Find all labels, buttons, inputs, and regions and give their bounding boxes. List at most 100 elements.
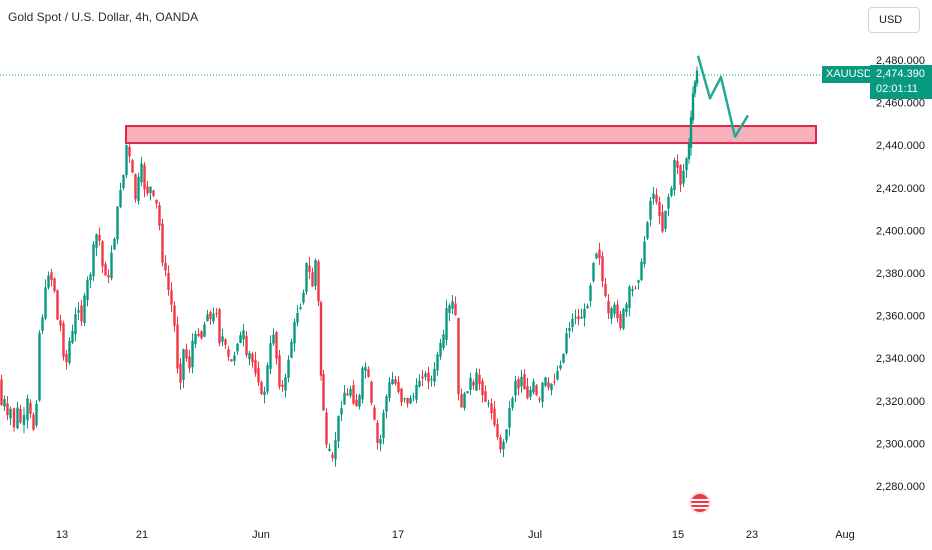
price-axis[interactable]: 2,280.000 2,300.000 2,320.000 2,340.000 2,36… — [876, 55, 925, 493]
price-tick-label: 2,460.000 — [876, 98, 925, 110]
candle-body — [445, 308, 448, 341]
candle-body — [355, 399, 358, 407]
candle-body — [224, 339, 227, 345]
candle-body — [687, 143, 691, 160]
candle-body — [529, 389, 532, 397]
candle-body — [595, 253, 598, 259]
candle-body — [487, 402, 490, 404]
candle-body — [436, 354, 439, 371]
candle-body — [532, 381, 535, 393]
candle-body — [649, 200, 652, 220]
bar-countdown: 02:01:11 — [876, 83, 919, 95]
candle-body — [239, 335, 242, 343]
candle-body — [200, 331, 203, 339]
candle-body — [646, 222, 649, 239]
candle-body — [637, 280, 640, 283]
candle-body — [475, 372, 478, 391]
candle-body — [296, 312, 299, 323]
candle-body — [311, 272, 314, 287]
candle-body — [149, 186, 152, 193]
candle-body — [322, 374, 325, 411]
candle-body — [319, 302, 323, 376]
candle-body — [397, 381, 400, 392]
candle-body — [670, 188, 673, 196]
candle-body — [388, 382, 391, 399]
price-tick-label: 2,440.000 — [876, 140, 925, 152]
candle-body — [634, 287, 637, 289]
candle-body — [164, 262, 167, 271]
currency-button[interactable]: USD — [868, 7, 920, 33]
candle-body — [278, 355, 281, 387]
candle-body — [47, 275, 50, 288]
candle-body — [343, 392, 346, 405]
candle-body — [173, 305, 176, 326]
candle-body — [574, 317, 577, 319]
candle-body — [287, 359, 290, 378]
candle-body — [442, 334, 445, 349]
candle-body — [92, 244, 95, 277]
candle-body — [161, 223, 164, 263]
candle-body — [29, 402, 32, 414]
candle-body — [607, 300, 610, 314]
candle-body — [643, 241, 646, 264]
candle-body — [535, 385, 538, 395]
candle-body — [16, 407, 19, 429]
candle-body — [559, 365, 562, 369]
candle-body — [526, 386, 529, 399]
candle-body — [430, 378, 433, 381]
candle-body — [242, 330, 245, 340]
candle-body — [334, 440, 337, 460]
candle-body — [179, 363, 182, 383]
candle-body — [263, 391, 266, 396]
candle-body — [293, 321, 296, 344]
candle-body — [693, 82, 697, 94]
candle-body — [655, 194, 658, 203]
candle-body — [349, 388, 352, 396]
candle-body — [191, 340, 194, 368]
candle-body — [116, 206, 119, 240]
candle-body — [26, 398, 29, 421]
price-tick-label: 2,400.000 — [876, 225, 925, 237]
candle-body — [35, 403, 38, 426]
candle-body — [56, 290, 59, 320]
candle-body — [328, 448, 331, 451]
candle-body — [673, 159, 676, 191]
candle-body — [32, 414, 35, 430]
candle-body — [221, 336, 224, 342]
us-flag-icon[interactable] — [689, 492, 711, 514]
candle-body — [463, 393, 466, 409]
candle-body — [379, 438, 382, 444]
candle-body — [22, 414, 26, 425]
candle-body — [358, 394, 361, 407]
candle-body — [448, 305, 451, 313]
candle-body — [571, 318, 574, 328]
candle-body — [394, 379, 397, 384]
candle-body — [65, 353, 68, 363]
candle-body — [490, 403, 493, 414]
price-tick-label: 2,380.000 — [876, 268, 925, 280]
candle-body — [508, 408, 511, 428]
candle-body — [188, 356, 191, 369]
candle-body — [305, 262, 308, 292]
candle-body — [245, 335, 248, 356]
candle-body — [131, 160, 134, 173]
candle-body — [583, 308, 586, 319]
candle-body — [12, 408, 16, 428]
candle-body — [101, 241, 104, 267]
time-axis[interactable]: 13 21 Jun 17 Jul 15 23 Aug — [56, 529, 855, 541]
candle-body — [215, 312, 218, 314]
candle-body — [415, 384, 418, 400]
candle-body — [373, 407, 376, 420]
candle-body — [424, 373, 427, 377]
candle-body — [580, 316, 583, 319]
candle-body — [622, 308, 625, 329]
candle-body — [589, 285, 592, 301]
candle-body — [406, 397, 409, 404]
candle-body — [679, 165, 682, 185]
candle-body — [19, 408, 22, 423]
candle-body — [230, 359, 233, 362]
candle-body — [628, 286, 631, 309]
candle-body — [340, 408, 343, 415]
candle-body — [137, 176, 140, 201]
